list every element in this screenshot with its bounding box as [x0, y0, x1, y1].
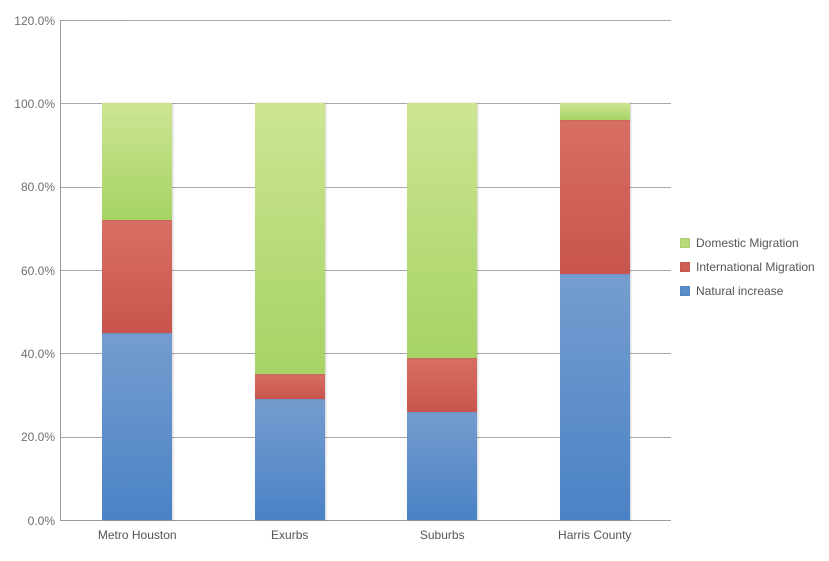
bar-segment-domestic_migration [255, 103, 325, 374]
legend: Domestic Migration International Migratio… [680, 236, 815, 308]
stacked-bar-chart: 0.0% 20.0% 40.0% 60.0% 80.0% 100.0% 120.0% Metr… [0, 0, 829, 561]
legend-item-international_migration: International Migration [680, 260, 815, 274]
bar-segment-domestic_migration [102, 103, 172, 220]
y-tick-label: 100.0% [5, 97, 55, 111]
category-label: Metro Houston [98, 528, 177, 542]
bar-segment-natural_increase [560, 274, 630, 520]
legend-label: Domestic Migration [696, 236, 799, 250]
y-tick-label: 20.0% [5, 430, 55, 444]
gridline: 0.0% [61, 520, 671, 521]
bar-segment-international_migration [255, 374, 325, 399]
category-label: Exurbs [271, 528, 308, 542]
bar-segment-domestic_migration [560, 103, 630, 120]
bar-segment-international_migration [102, 220, 172, 333]
legend-swatch [680, 262, 690, 272]
bar-segment-international_migration [560, 120, 630, 274]
legend-item-natural_increase: Natural increase [680, 284, 815, 298]
category-label: Suburbs [420, 528, 465, 542]
y-tick-label: 60.0% [5, 264, 55, 278]
legend-swatch [680, 286, 690, 296]
legend-item-domestic_migration: Domestic Migration [680, 236, 815, 250]
y-tick-label: 120.0% [5, 14, 55, 28]
legend-swatch [680, 238, 690, 248]
legend-label: International Migration [696, 260, 815, 274]
bar-segment-domestic_migration [407, 103, 477, 357]
y-tick-label: 40.0% [5, 347, 55, 361]
y-tick-label: 0.0% [5, 514, 55, 528]
legend-label: Natural increase [696, 284, 783, 298]
plot-area: 0.0%20.0%40.0%60.0%80.0%100.0%120.0%Metr… [60, 20, 671, 521]
bar-segment-natural_increase [407, 412, 477, 520]
bar-segment-international_migration [407, 358, 477, 412]
bar-group: Harris County [560, 20, 630, 520]
bar-segment-natural_increase [255, 399, 325, 520]
bar-group: Exurbs [255, 20, 325, 520]
bar-segment-natural_increase [102, 333, 172, 521]
bar-group: Suburbs [407, 20, 477, 520]
category-label: Harris County [558, 528, 631, 542]
y-tick-label: 80.0% [5, 180, 55, 194]
bar-group: Metro Houston [102, 20, 172, 520]
